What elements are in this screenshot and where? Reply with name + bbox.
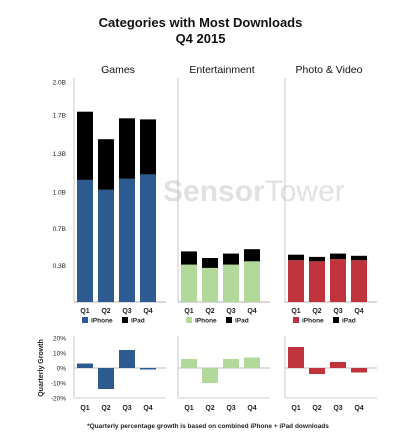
growth-axis-label: Quarterly Growth	[38, 339, 45, 397]
growth-category-label: Q1	[291, 405, 300, 412]
category-label: Q1	[184, 308, 193, 315]
bar-ipad	[77, 111, 93, 180]
category-label: Q4	[247, 308, 256, 315]
bar-ipad	[223, 253, 239, 265]
growth-category-label: Q3	[226, 405, 235, 412]
growth-bar	[181, 359, 197, 368]
chart-subtitle: Q4 2015	[176, 31, 226, 46]
growth-bar	[119, 350, 135, 368]
growth-category-label: Q4	[247, 405, 256, 412]
watermark-layer: SensorTower	[163, 175, 345, 208]
growth-bar	[351, 368, 367, 373]
bar-iphone	[181, 264, 197, 302]
growth-category-label: Q1	[184, 405, 193, 412]
bar-ipad	[119, 118, 135, 179]
bar-iphone	[140, 174, 156, 302]
growth-bar	[309, 368, 325, 374]
watermark-strong: Sensor	[163, 175, 265, 208]
bar-iphone	[330, 259, 346, 302]
category-label: Q4	[354, 308, 363, 315]
bar-ipad	[330, 253, 346, 260]
growth-bar	[202, 368, 218, 383]
legend-label-ipad: iPad	[131, 318, 145, 325]
panel-title: Games	[101, 64, 135, 76]
panel-title: Photo & Video	[296, 64, 363, 76]
legend-swatch-ipad	[226, 317, 232, 323]
footnote: *Quarterly percentage growth is based on…	[87, 423, 329, 430]
bar-ipad	[288, 254, 304, 261]
bar-iphone	[119, 178, 135, 302]
bar-iphone	[98, 189, 114, 302]
category-label: Q2	[312, 308, 321, 315]
stack-tick-label: 1.0B	[53, 190, 66, 197]
legend-swatch-iphone	[293, 317, 299, 323]
growth-bar	[98, 368, 114, 389]
bar-iphone	[244, 261, 260, 302]
legend-swatch-iphone	[186, 317, 192, 323]
bar-ipad	[244, 249, 260, 262]
panel-1: Entertainment Q1 Q2 Q3 Q4 iPhone iPad Q1 Q2 Q3 Q4	[177, 64, 270, 412]
legend-label-iphone: iPhone	[302, 318, 324, 325]
watermark-light: Tower	[265, 175, 345, 208]
growth-tick-label: 20%	[53, 336, 66, 343]
bar-iphone	[202, 267, 218, 302]
growth-tick-label: 10%	[53, 351, 66, 358]
stack-tick-label: 0.3B	[53, 263, 66, 270]
chart-title: Categories with Most Downloads	[99, 15, 303, 30]
watermark-text: SensorTower	[163, 175, 345, 208]
growth-bar	[223, 359, 239, 368]
bar-iphone	[288, 260, 304, 302]
growth-bar	[244, 357, 260, 368]
category-label: Q3	[122, 308, 131, 315]
bar-ipad	[181, 251, 197, 265]
legend-label-ipad: iPad	[342, 318, 356, 325]
category-label: Q3	[226, 308, 235, 315]
category-label: Q2	[101, 308, 110, 315]
legend-swatch-ipad	[333, 317, 339, 323]
legend-label-iphone: iPhone	[195, 318, 217, 325]
legend-swatch-iphone	[82, 317, 88, 323]
bar-iphone	[309, 261, 325, 302]
growth-bar	[288, 347, 304, 368]
growth-category-label: Q2	[312, 405, 321, 412]
growth-tick-label: -10%	[51, 381, 66, 388]
bar-ipad	[309, 256, 325, 262]
bar-iphone	[351, 260, 367, 302]
growth-category-label: Q4	[143, 405, 152, 412]
category-label: Q4	[143, 308, 152, 315]
panel-0: Games Q1 Q2 Q3 Q4 iPhone iPad Q1 Q2 Q3 Q4	[73, 64, 166, 412]
growth-tick-label: -20%	[51, 396, 66, 403]
panel-title: Entertainment	[189, 64, 254, 76]
growth-category-label: Q2	[101, 405, 110, 412]
bar-ipad	[140, 119, 156, 175]
legend-swatch-ipad	[122, 317, 128, 323]
growth-bar	[330, 362, 346, 368]
stack-tick-label: 2.0B	[53, 80, 66, 87]
growth-category-label: Q4	[354, 405, 363, 412]
panel-2: Photo & Video Q1 Q2 Q3 Q4 iPhone iPad Q1 Q2 Q3 Q4	[284, 64, 377, 412]
bar-ipad	[351, 255, 367, 261]
bar-iphone	[77, 179, 93, 302]
growth-category-label: Q1	[80, 405, 89, 412]
growth-bar	[140, 368, 156, 370]
growth-bar	[77, 363, 93, 368]
stack-tick-label: 1.7B	[53, 113, 66, 120]
growth-tick-label: 0%	[57, 366, 67, 373]
category-label: Q1	[291, 308, 300, 315]
bar-ipad	[98, 139, 114, 190]
stack-tick-label: 1.3B	[53, 151, 66, 158]
growth-category-label: Q2	[205, 405, 214, 412]
growth-category-label: Q3	[333, 405, 342, 412]
bar-iphone	[223, 264, 239, 302]
category-label: Q3	[333, 308, 342, 315]
category-label: Q1	[80, 308, 89, 315]
bar-ipad	[202, 258, 218, 268]
legend-label-iphone: iPhone	[91, 318, 113, 325]
growth-category-label: Q3	[122, 405, 131, 412]
legend-label-ipad: iPad	[235, 318, 249, 325]
stack-tick-label: 0.7B	[53, 226, 66, 233]
category-label: Q2	[205, 308, 214, 315]
